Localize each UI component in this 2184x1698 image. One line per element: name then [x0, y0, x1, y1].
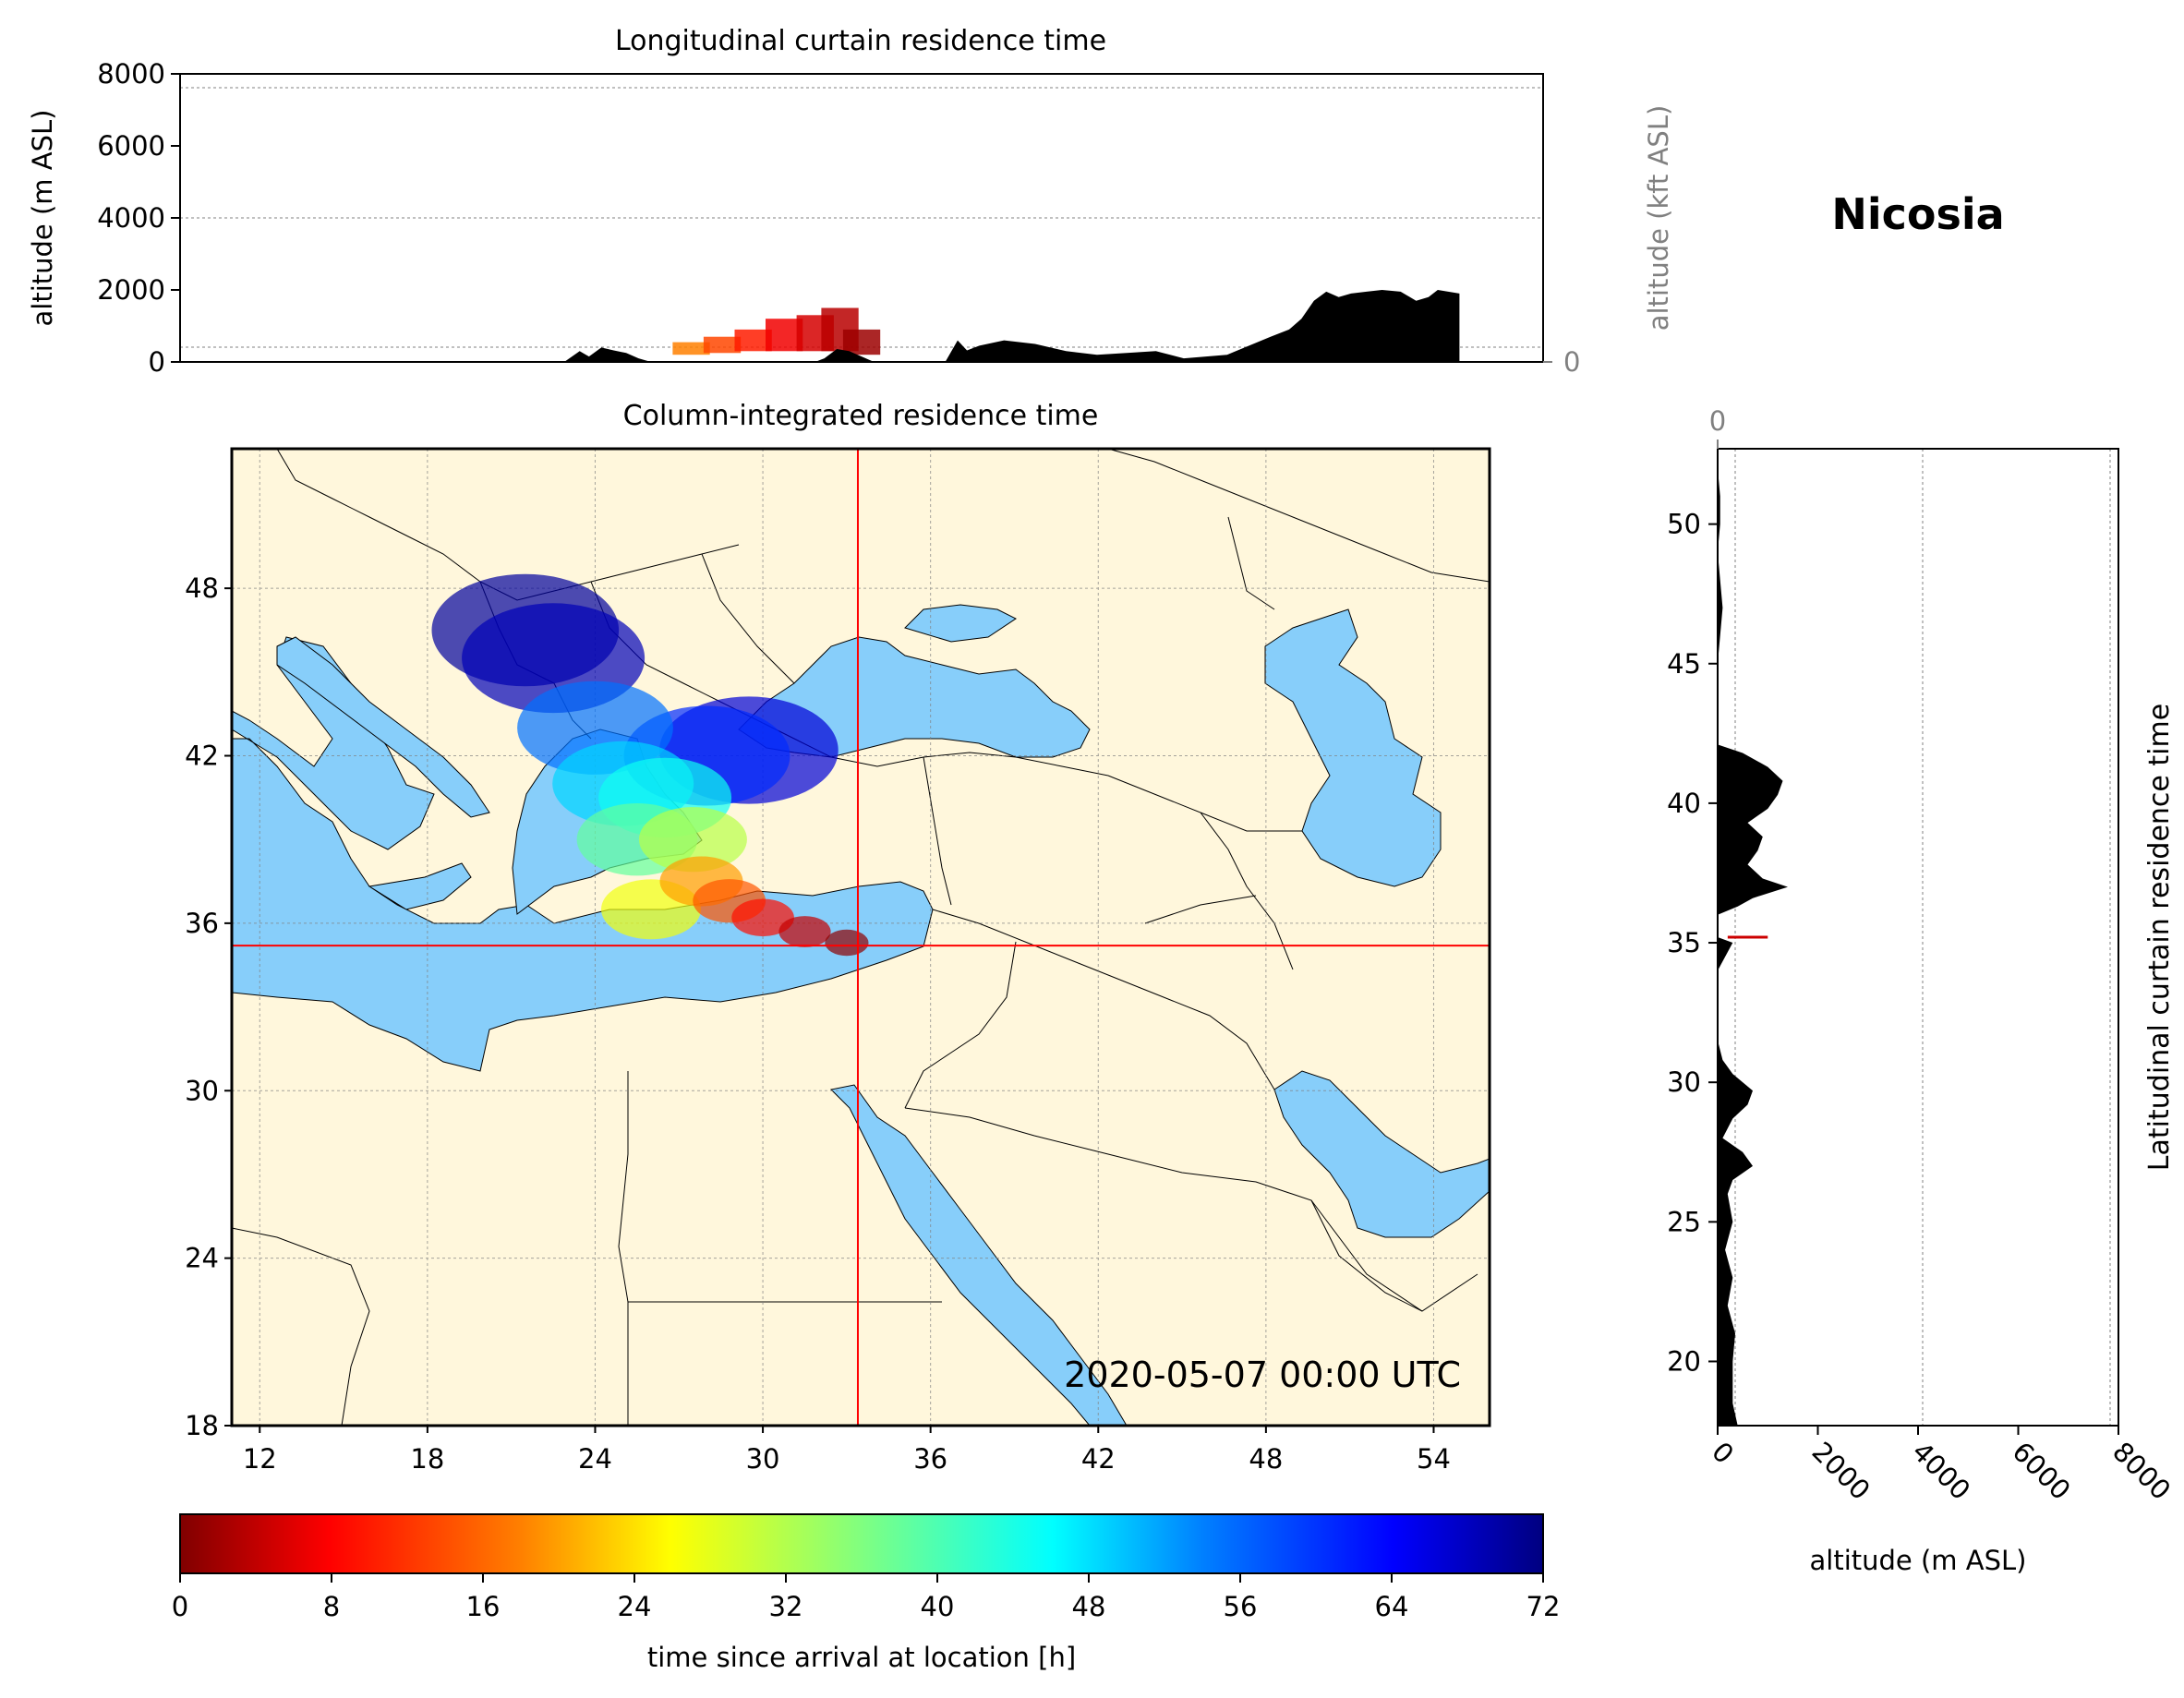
x-tick-label: 48 [1249, 1443, 1283, 1475]
colorbar-tick-label: 8 [323, 1591, 340, 1622]
y-tick-label: 30 [1667, 1066, 1701, 1098]
y-tick-label-right: 0 [1563, 346, 1580, 378]
map-grid [232, 449, 1490, 1426]
longitudinal-y-ticks: 0 2000 4000 6000 8000 [97, 58, 180, 378]
colorbar-tick-label: 64 [1375, 1591, 1409, 1622]
latitudinal-title: Latitudinal curtain residence time [2143, 704, 2176, 1171]
longitudinal-ylabel-right: altitude (kft ASL) [1643, 105, 1674, 331]
plume-cell [638, 807, 747, 873]
x-tick-label-top: 0 [1709, 405, 1726, 437]
latitudinal-plot-area [1718, 449, 2118, 1426]
y-tick-label: 6000 [97, 130, 165, 162]
colorbar-label: time since arrival at location [h] [647, 1642, 1076, 1673]
x-tick-label: 36 [913, 1443, 947, 1475]
y-tick-label: 35 [1667, 927, 1701, 958]
longitudinal-curtain-panel: Longitudinal curtain residence time 0 200… [27, 25, 1674, 378]
colorbar-tick-label: 24 [618, 1591, 652, 1622]
y-tick-label: 24 [185, 1243, 219, 1274]
y-tick-label: 8000 [97, 58, 165, 90]
persian-gulf [1273, 1070, 1490, 1238]
longitudinal-y-ticks-right: 050100 [1543, 346, 1580, 378]
map-x-ticks: 12 18 24 30 36 42 48 54 [243, 1426, 1451, 1475]
y-tick-label: 30 [185, 1075, 219, 1106]
x-tick-label: 30 [746, 1443, 780, 1475]
x-tick-label: 12 [243, 1443, 277, 1475]
y-tick-label: 42 [185, 741, 219, 772]
red-sea [829, 1084, 1128, 1426]
y-tick-label: 2000 [97, 274, 165, 306]
colorbar-ticks: 0 8 16 24 32 40 48 56 64 72 [172, 1573, 1561, 1622]
longitudinal-plume-cell [734, 329, 772, 352]
map-plume [431, 573, 869, 957]
latitudinal-terrain-profile [1718, 449, 1788, 1426]
x-tick-label: 4000 [1906, 1436, 1976, 1506]
y-tick-label: 4000 [97, 202, 165, 234]
colorbar: 0 8 16 24 32 40 48 56 64 72 time since arrival at… [172, 1513, 1561, 1673]
longitudinal-ylabel: altitude (m ASL) [27, 110, 58, 327]
plume-cell [825, 929, 869, 957]
y-tick-label: 50 [1667, 509, 1701, 540]
colorbar-tick-label: 32 [769, 1591, 803, 1622]
y-tick-label: 25 [1667, 1206, 1701, 1237]
latitudinal-x-ticks: 0 2000 4000 6000 8000 [1706, 1426, 2177, 1506]
map-frame [230, 447, 1491, 1427]
column-integrated-map-panel: Column-integrated residence time [185, 400, 1491, 1475]
map-y-ticks: 18 24 30 36 42 48 [185, 572, 232, 1441]
colorbar-tick-label: 16 [466, 1591, 501, 1622]
x-tick-label: 2000 [1806, 1436, 1876, 1506]
y-tick-label: 0 [149, 346, 165, 378]
x-tick-label: 8000 [2106, 1436, 2177, 1506]
map-title: Column-integrated residence time [623, 400, 1099, 432]
longitudinal-plume-cell [672, 342, 710, 355]
longitudinal-plume-cell [766, 319, 803, 352]
y-tick-label: 18 [185, 1410, 219, 1441]
plume-cell [778, 916, 831, 947]
y-tick-label: 40 [1667, 788, 1701, 819]
black-sea [738, 604, 1091, 758]
x-tick-label: 54 [1417, 1443, 1451, 1475]
mediterranean-sea [232, 636, 934, 1072]
longitudinal-plume-cell [842, 329, 881, 355]
longitudinal-plume [672, 307, 881, 355]
timestamp-label: 2020-05-07 00:00 UTC [1064, 1355, 1461, 1395]
latitudinal-xlabel: altitude (m ASL) [1810, 1545, 2027, 1576]
y-tick-label: 48 [185, 572, 219, 604]
caspian-sea [1264, 608, 1442, 887]
y-tick-label: 20 [1667, 1345, 1701, 1377]
x-tick-label: 18 [410, 1443, 444, 1475]
latitudinal-y-ticks: 20 25 30 35 40 45 50 [1667, 509, 1718, 1377]
x-tick-label: 24 [578, 1443, 612, 1475]
longitudinal-curtain-title: Longitudinal curtain residence time [615, 25, 1106, 57]
x-tick-label: 6000 [2007, 1436, 2077, 1506]
colorbar-tick-label: 56 [1224, 1591, 1258, 1622]
site-title: Nicosia [1831, 189, 2004, 239]
colorbar-tick-label: 72 [1526, 1591, 1561, 1622]
y-tick-label: 45 [1667, 648, 1701, 680]
colorbar-tick-label: 0 [172, 1591, 188, 1622]
adriatic-sea [276, 636, 490, 818]
plume-cell [731, 898, 794, 937]
longitudinal-terrain-profile [180, 290, 1543, 362]
x-tick-label: 42 [1081, 1443, 1116, 1475]
longitudinal-plume-cell [703, 336, 742, 354]
country-borders [232, 449, 1490, 1426]
latitudinal-x-ticks-top: 050100 [1709, 405, 1726, 449]
colorbar-gradient [179, 1513, 1544, 1574]
x-tick-label: 0 [1706, 1436, 1740, 1470]
y-tick-label: 36 [185, 908, 219, 939]
colorbar-tick-label: 40 [921, 1591, 955, 1622]
colorbar-tick-label: 48 [1072, 1591, 1106, 1622]
